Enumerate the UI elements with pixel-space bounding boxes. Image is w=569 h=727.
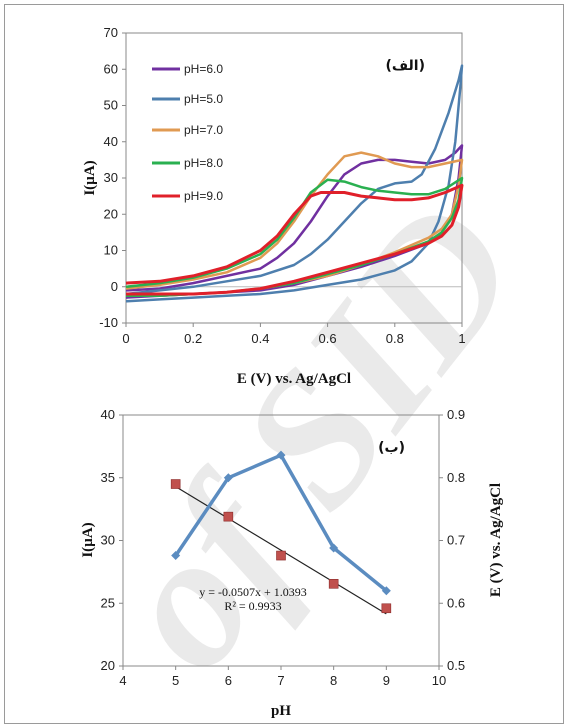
chart-b-x-tick-label: 4 bbox=[119, 673, 126, 688]
potential-point bbox=[276, 550, 286, 561]
current-point bbox=[381, 586, 391, 596]
chart-b-y-tick-label: 35 bbox=[101, 470, 115, 485]
chart-a-x-tick-label: 0.2 bbox=[184, 331, 202, 346]
chart-b-series bbox=[170, 450, 392, 615]
chart-b-y-tick-label: 40 bbox=[101, 407, 115, 422]
chart-b-x-tick-label: 9 bbox=[383, 673, 390, 688]
current-point bbox=[329, 543, 339, 553]
chart-b-x-tick-label: 10 bbox=[432, 673, 446, 688]
chart-a-x-axis-label: E (V) vs. Ag/AgCl bbox=[237, 371, 351, 387]
potential-point bbox=[170, 479, 181, 489]
chart-b-x-tick-label: 8 bbox=[330, 673, 337, 688]
chart-b: 20 25 30 35 40 0.5 0.6 0.7 0.8 0.9 4 5 6 7 8 9 10 (ب) y … bbox=[80, 407, 504, 719]
chart-a-axes: -10 0 10 20 30 40 50 60 70 0 0.2 0.4 0.6 0.8 1 bbox=[99, 25, 465, 346]
cv-curve-ph-9-0 bbox=[125, 183, 464, 296]
legend-label: pH=6.0 bbox=[184, 62, 223, 76]
potential-point bbox=[328, 578, 339, 589]
chart-b-axes: 20 25 30 35 40 0.5 0.6 0.7 0.8 0.9 4 5 6 7 8 9 10 bbox=[101, 407, 466, 688]
chart-a-x-tick-label: 0 bbox=[122, 331, 129, 346]
chart-b-right-tick-label: 0.8 bbox=[447, 470, 465, 485]
chart-a-y-tick-label: 0 bbox=[111, 279, 118, 294]
current-point bbox=[223, 473, 233, 483]
chart-a-y-tick-label: 40 bbox=[104, 134, 118, 149]
potential-point bbox=[381, 603, 392, 614]
chart-b-x-tick-label: 6 bbox=[225, 673, 232, 688]
chart-b-panel-label: (ب) bbox=[378, 440, 405, 456]
trendline-r-squared: R² = 0.9933 bbox=[224, 599, 281, 613]
chart-b-y-tick-label: 30 bbox=[101, 533, 115, 548]
chart-b-right-tick-label: 0.7 bbox=[447, 533, 465, 548]
chart-b-x-axis-label: pH bbox=[271, 703, 291, 719]
chart-b-y-tick-label: 20 bbox=[101, 658, 115, 673]
chart-a-y-tick-label: 50 bbox=[104, 98, 118, 113]
chart-b-x-tick-label: 5 bbox=[172, 673, 179, 688]
chart-a-series bbox=[125, 64, 464, 303]
legend-label: pH=5.0 bbox=[184, 92, 223, 106]
legend-label: pH=8.0 bbox=[184, 156, 223, 170]
potential-point bbox=[223, 511, 234, 522]
chart-a-y-tick-label: 30 bbox=[104, 170, 118, 185]
chart-a-y-tick-label: 70 bbox=[104, 25, 118, 40]
potential-trendline bbox=[175, 486, 387, 615]
chart-a-y-tick-label: -10 bbox=[99, 315, 118, 330]
chart-a-legend: pH=6.0 pH=5.0 pH=7.0 pH=8.0 pH=9.0 bbox=[152, 62, 223, 203]
legend-label: pH=7.0 bbox=[184, 123, 223, 137]
current-point bbox=[171, 551, 181, 561]
chart-a-x-tick-label: 0.4 bbox=[251, 331, 269, 346]
trendline-equation: y = -0.0507x + 1.0393 bbox=[199, 585, 307, 599]
chart-b-right-axis-label: E (V) vs. Ag/AgCl bbox=[488, 483, 504, 597]
chart-b-right-tick-label: 0.5 bbox=[447, 658, 465, 673]
chart-a-y-tick-label: 60 bbox=[104, 61, 118, 76]
chart-a-y-tick-label: 20 bbox=[104, 206, 118, 221]
watermark: of SID bbox=[72, 165, 559, 706]
chart-b-x-tick-label: 7 bbox=[277, 673, 284, 688]
current-point bbox=[276, 450, 286, 460]
chart-a-y-tick-label: 10 bbox=[104, 243, 118, 258]
chart-a-y-axis-label: I(µA) bbox=[82, 160, 98, 195]
chart-a-x-tick-label: 1 bbox=[458, 331, 465, 346]
chart-b-right-tick-label: 0.9 bbox=[447, 407, 465, 422]
figure-frame bbox=[4, 4, 564, 724]
cv-curve-ph-6-0 bbox=[125, 144, 464, 299]
chart-b-y-tick-label: 25 bbox=[101, 595, 115, 610]
chart-a-x-tick-label: 0.8 bbox=[386, 331, 404, 346]
legend-label: pH=9.0 bbox=[184, 189, 223, 203]
chart-b-y-axis-label: I(µA) bbox=[80, 522, 96, 557]
cv-curve-ph-5-0 bbox=[125, 64, 464, 303]
chart-a-panel-label: (الف) bbox=[385, 58, 425, 74]
chart-a-x-tick-label: 0.6 bbox=[319, 331, 337, 346]
chart-b-right-tick-label: 0.6 bbox=[447, 595, 465, 610]
